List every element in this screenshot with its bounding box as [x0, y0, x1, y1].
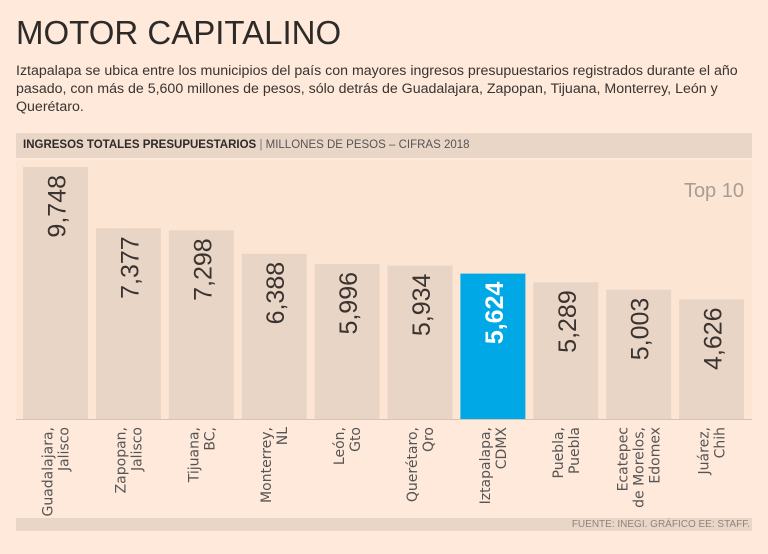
bar	[314, 263, 380, 419]
category-label: Edomex	[648, 427, 664, 484]
chart-header-band: INGRESOS TOTALES PRESUPUESTARIOS | MILLO…	[16, 133, 752, 158]
bar	[23, 167, 88, 419]
source-text: FUENTE: INEGI. GRÁFICO EE: STAFF.	[571, 519, 750, 530]
chart-unit: MILLONES DE PESOS – CIFRAS 2018	[265, 139, 470, 151]
category-label: Chih	[713, 427, 729, 458]
category-label: Ecatepec	[616, 427, 632, 491]
category-label: Zapopan,	[113, 427, 129, 493]
value-label: 7,298	[189, 238, 217, 301]
category-label: Jalisco	[57, 427, 73, 472]
value-label: 9,748	[44, 175, 72, 238]
subtitle: Iztapalapa se ubica entre los municipios…	[16, 63, 738, 115]
category-label: Iztapalapa,	[478, 427, 494, 504]
chart-title: INGRESOS TOTALES PRESUPUESTARIOS	[23, 139, 257, 151]
value-label: 5,934	[408, 274, 436, 337]
bar	[679, 299, 745, 419]
value-label: 5,003	[627, 298, 655, 361]
top10-badge: Top 10	[683, 180, 744, 202]
value-label: 5,624	[481, 282, 509, 345]
page-title: MOTOR CAPITALINO	[16, 14, 342, 51]
value-label: 5,289	[554, 290, 582, 353]
bar	[168, 230, 234, 419]
category-label: Jalisco	[129, 427, 145, 472]
category-label: Tijuana,	[186, 427, 202, 483]
bar	[241, 253, 307, 419]
value-label: 6,388	[262, 262, 290, 325]
category-label: Puebla,	[551, 427, 567, 479]
category-label: BC,	[202, 427, 218, 451]
category-label: Qro	[421, 427, 437, 452]
bar	[533, 282, 599, 419]
source-band: FUENTE: INEGI. GRÁFICO EE: STAFF.	[16, 518, 752, 531]
category-label: CDMX	[494, 427, 510, 470]
category-label: de Morelos,	[632, 427, 648, 508]
category-label: Juárez,	[697, 427, 713, 475]
category-label: Puebla	[567, 427, 583, 474]
category-label: Monterrey,	[259, 427, 275, 503]
bar	[387, 265, 453, 419]
category-label: NL	[275, 427, 291, 445]
value-label: 4,626	[700, 307, 728, 370]
bar	[95, 228, 161, 419]
category-label: Guadalajara,	[41, 427, 57, 517]
bar	[460, 273, 526, 419]
category-label: Gto	[348, 427, 364, 452]
bar	[606, 289, 672, 419]
value-label: 7,377	[116, 236, 144, 299]
category-label: Querétaro,	[405, 427, 421, 502]
value-label: 5,996	[335, 272, 363, 335]
category-label: León,	[332, 427, 348, 465]
